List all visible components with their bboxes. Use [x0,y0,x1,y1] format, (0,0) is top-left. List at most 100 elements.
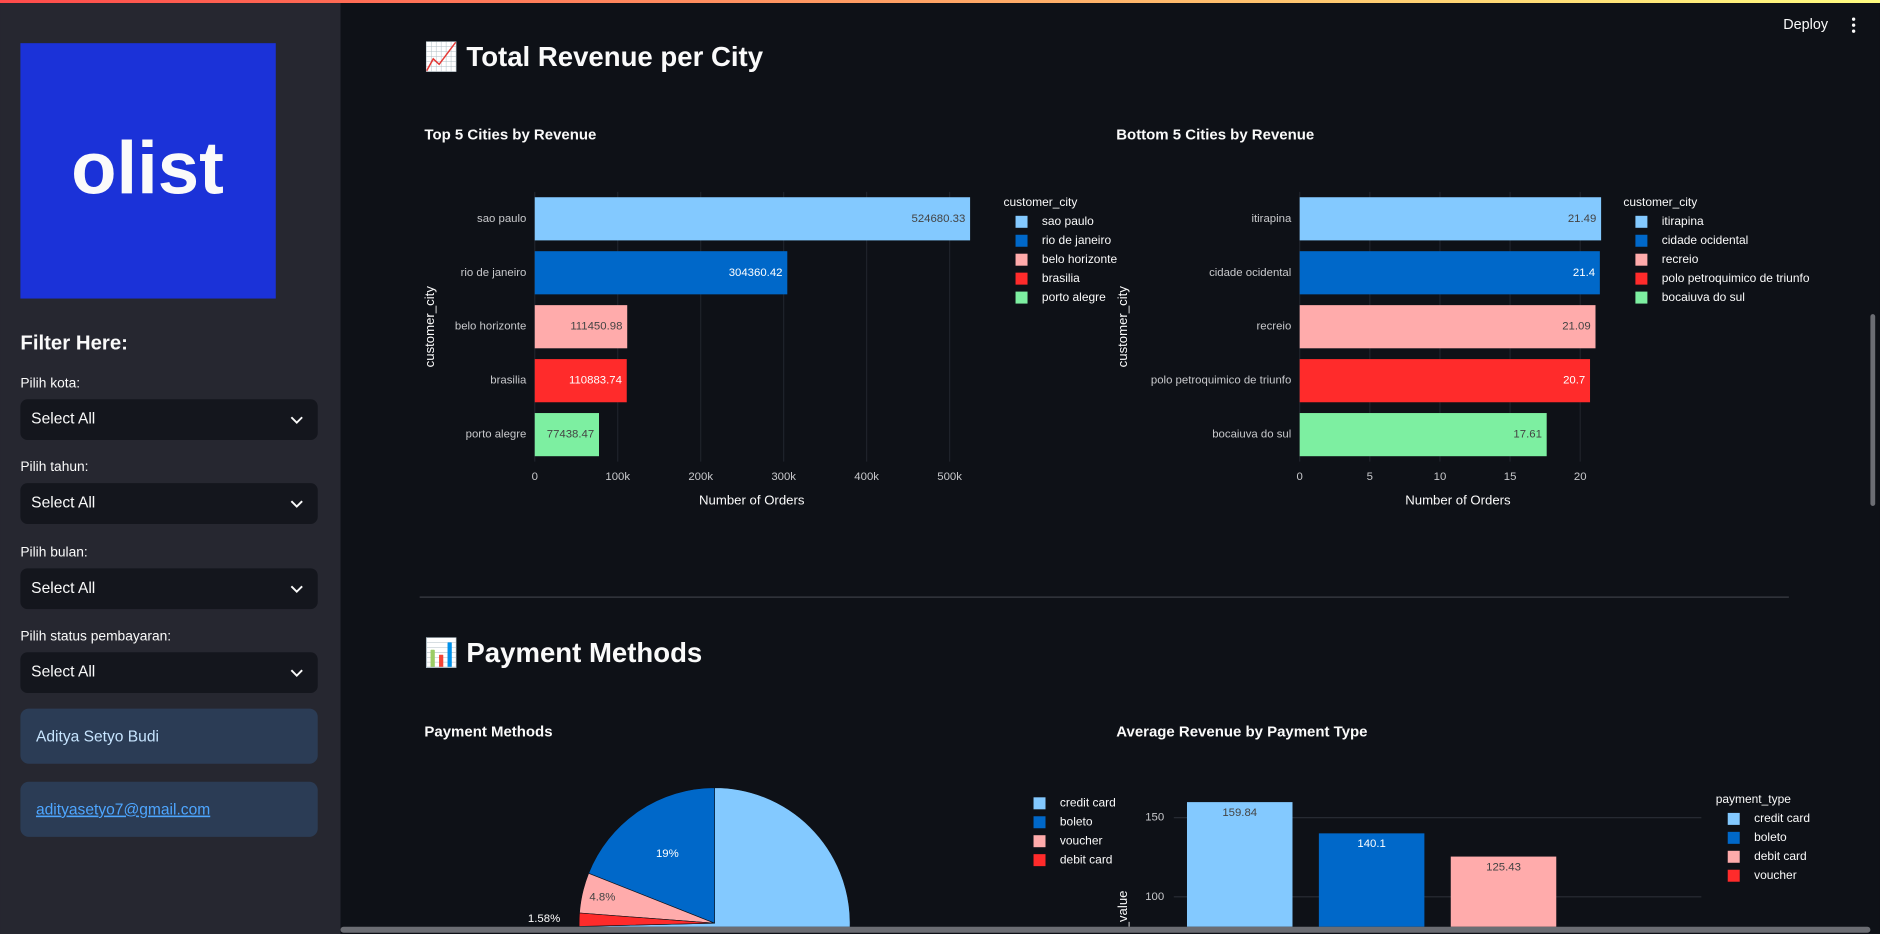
bar[interactable] [534,251,788,295]
legend-label[interactable]: porto alegre [1042,290,1106,304]
y-tick-label: itirapina [1251,213,1292,225]
top-decoration [0,0,1880,3]
filters: Pilih kota: Select All Pilih tahun: Select … [20,375,318,694]
legend-swatch [1635,234,1648,247]
bar[interactable] [534,305,628,349]
legend-label[interactable]: cidade ocidental [1662,233,1749,247]
legend-label[interactable]: credit card [1060,795,1116,809]
legend-swatch [1033,816,1046,829]
dropdown-arrow [290,500,303,508]
main-menu[interactable] [1851,17,1856,33]
y-tick-label: polo petroquimico de triunfo [1151,375,1291,387]
value-label: 20.7 [1563,375,1585,387]
pie-slice[interactable] [578,912,715,927]
y-tick-label: 150 [1145,812,1164,824]
bar[interactable] [1299,359,1591,403]
legend-label[interactable]: rio de janeiro [1042,233,1112,247]
y-tick-label: belo horizonte [455,321,526,333]
bar[interactable] [1299,251,1600,295]
main-content: 📈 Total Revenue per City 📊 Payment Metho… [419,41,1810,934]
filter-select[interactable] [20,483,318,524]
legend-label[interactable]: credit card [1754,811,1810,825]
legend-swatch [1635,253,1648,266]
y-axis-label: payment_value [1115,891,1130,934]
legend-label[interactable]: boleto [1060,814,1093,828]
filter-select[interactable] [20,568,318,610]
x-tick-label: 20 [1574,471,1587,483]
legend-swatch [1727,831,1740,844]
value-label: 21.4 [1573,267,1595,279]
legend-swatch [1015,215,1028,228]
value-label: 21.09 [1562,321,1590,333]
value-label: 159.84 [1222,807,1257,819]
legend-swatch [1727,869,1740,882]
bar[interactable] [1318,833,1425,934]
chart-title: Average Revenue by Payment Type [1116,724,1367,741]
vertical-scrollbar[interactable] [1870,314,1876,506]
horizontal-scrollbar[interactable] [340,926,1871,933]
y-tick-label: cidade ocidental [1209,267,1291,279]
legend-label[interactable]: itirapina [1662,214,1704,228]
legend-swatch [1727,850,1740,863]
x-tick-label: 0 [532,471,538,483]
section-title: 📊 Payment Methods [424,637,702,669]
legend-title: customer_city [1004,195,1078,209]
legend-label[interactable]: voucher [1060,833,1103,847]
value-label: 1.58% [528,913,560,925]
legend-title: payment_type [1716,792,1792,806]
dropdown-arrow [290,585,303,594]
y-tick-label: sao paulo [477,213,526,225]
filter-select[interactable] [20,399,318,441]
legend-label[interactable]: belo horizonte [1042,252,1118,266]
bar[interactable] [1299,197,1602,241]
legend-label[interactable]: debit card [1754,849,1807,863]
legend-label[interactable]: debit card [1060,852,1113,866]
filter-label: Pilih status pembayaran: [20,628,171,643]
legend-title: customer_city [1623,195,1697,209]
y-tick-label: bocaiuva do sul [1212,429,1291,441]
sidebar: olist Filter Here: Pilih kota: Select All… [0,2,341,934]
name-box [20,708,318,764]
email-link[interactable]: adityasetyo7@gmail.com [36,802,210,819]
legend-label[interactable]: bocaiuva do sul [1662,290,1745,304]
bar[interactable] [1299,413,1547,457]
legend-label[interactable]: brasilia [1042,271,1080,285]
x-tick-label: 15 [1504,471,1517,483]
bar[interactable] [534,359,627,403]
legend-label[interactable]: polo petroquimico de triunfo [1662,271,1810,285]
filter-label: Pilih kota: [20,375,80,390]
legend-label[interactable]: boleto [1754,830,1787,844]
deploy-button[interactable]: Deploy [1783,17,1829,33]
x-tick-label: 5 [1367,471,1373,483]
bar[interactable] [1299,305,1596,349]
x-axis-label: Number of Orders [1405,493,1511,508]
x-tick-label: 300k [771,471,796,483]
author-name: Aditya Setyo Budi [36,728,159,745]
bar[interactable] [534,197,971,241]
dropdown-arrow [290,416,303,424]
filter-select[interactable] [20,652,318,694]
value-label: 304360.42 [729,267,783,279]
legend-swatch [1635,291,1648,304]
bar[interactable] [1186,802,1293,934]
section-title: 📈 Total Revenue per City [424,41,763,73]
legend-label[interactable]: voucher [1754,868,1797,882]
logo [20,43,276,299]
bar[interactable] [534,413,600,457]
value-label: 17.61 [1513,429,1541,441]
pie-slice[interactable] [588,787,715,924]
value-label: 19% [656,848,679,860]
y-tick-label: 100 [1145,891,1164,903]
legend-label[interactable]: sao paulo [1042,214,1094,228]
filter-label: Pilih tahun: [20,459,88,474]
filter-label: Pilih bulan: [20,544,87,559]
bar[interactable] [1450,856,1557,934]
legend-label[interactable]: recreio [1662,252,1699,266]
value-label: 77438.47 [547,429,594,441]
x-axis-label: Number of Orders [699,493,805,508]
legend-swatch [1727,812,1740,825]
y-axis-label: customer_city [1115,286,1130,368]
y-tick-label: rio de janeiro [461,267,527,279]
